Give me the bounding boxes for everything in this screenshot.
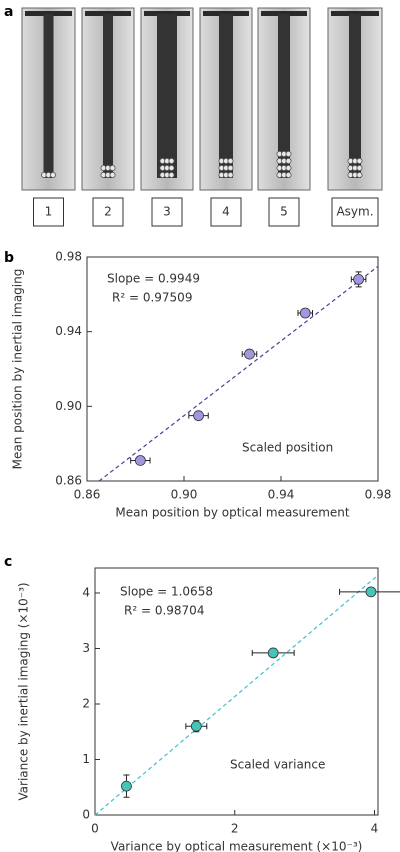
point [244,348,255,360]
annotation: Slope = 0.9949 [107,272,200,286]
image-top-bar [25,11,72,16]
label-box [210,197,242,227]
label-box [92,197,124,227]
bead [168,171,175,178]
plot-frame [94,567,379,816]
point [121,780,132,792]
x-tick-label: 4 [371,822,379,836]
x-tick-label: 0.90 [171,488,198,502]
panel-letter: b [4,250,14,266]
image-column [219,14,233,178]
bead [227,171,234,178]
y-tick-label: 1 [82,752,90,766]
point [299,307,311,319]
bead [285,164,292,171]
image-column [349,14,361,178]
bead [227,164,234,171]
bead [356,171,363,178]
panel-label: 5 [280,205,288,219]
panel-label: 3 [163,205,171,219]
x-axis-title: Variance by optical measurement (×10⁻³) [111,840,363,852]
image-top-bar [144,11,190,16]
y-axis-title: Variance by inertial imaging (×10⁻³) [17,582,31,800]
bead [285,157,292,164]
y-tick-label: 2 [82,696,90,710]
label-box [331,197,379,227]
image-top-bar [331,11,379,16]
plot-frame [86,256,379,482]
image-top-bar [203,11,249,16]
fit-line [94,574,379,816]
y-tick-label: 0.90 [55,399,82,413]
image-column [43,14,54,178]
y-tick-label: 0.86 [55,474,82,488]
image-top-bar [85,11,131,16]
bead [356,157,363,164]
bead [109,164,116,171]
label-box [33,197,64,227]
point [353,273,365,285]
image-column [157,14,177,178]
fit-line [98,265,379,482]
bead [285,171,292,178]
annotation: R² = 0.98704 [124,604,204,618]
bead [227,157,234,164]
image-top-bar [261,11,307,16]
panel-label: Asym. [336,205,373,219]
label-box [268,197,300,227]
bead [109,171,116,178]
x-tick-label: 2 [231,822,239,836]
x-axis-title: Mean position by optical measurement [115,506,350,520]
point [193,410,204,422]
y-tick-label: 3 [82,641,90,655]
annotation: Slope = 1.0658 [120,585,213,599]
point [365,586,377,598]
image-column [278,14,290,178]
bead [285,150,292,157]
label-box [151,197,183,227]
point [134,455,146,466]
panel-letter: c [4,554,12,570]
x-tick-label: 0.98 [365,488,392,502]
annotation: Scaled variance [230,758,325,772]
bead [356,164,363,171]
point [267,647,279,659]
bead [168,164,175,171]
bead [168,157,175,164]
point [190,720,202,732]
annotation: Scaled position [242,441,333,455]
panel-label: 4 [222,205,230,219]
annotation: R² = 0.97509 [112,291,192,305]
y-tick-label: 4 [82,585,90,599]
y-tick-label: 0 [82,808,90,822]
y-tick-label: 0.98 [55,250,82,264]
panel-letter: a [4,4,13,20]
panel-label: 2 [104,205,112,219]
y-tick-label: 0.94 [55,324,82,338]
x-tick-label: 0.86 [74,488,101,502]
image-column [103,14,113,178]
panel-label: 1 [45,205,53,219]
x-tick-label: 0 [91,822,99,836]
x-tick-label: 0.94 [268,488,295,502]
y-axis-title: Mean position by inertial imaging [11,269,25,470]
bead [50,171,57,178]
